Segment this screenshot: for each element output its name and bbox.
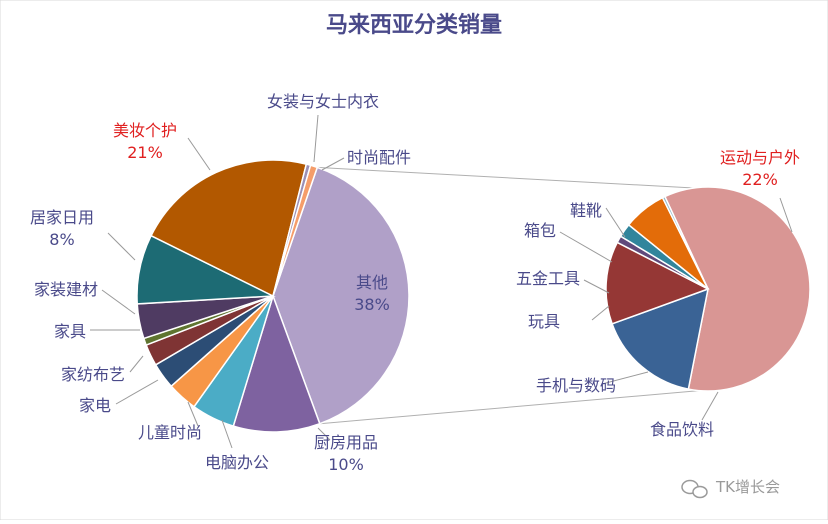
main-label-11: 时尚配件 [347, 148, 411, 167]
detail-label-1: 食品饮料 [650, 420, 714, 439]
detail-label-0: 运动与户外 [720, 148, 800, 167]
main-pie [136, 159, 410, 433]
main-label-2: 电脑办公 [205, 453, 269, 472]
wechat-icon [681, 479, 708, 499]
detail-percent-0: 22% [742, 170, 778, 189]
main-percent-0: 38% [354, 295, 390, 314]
watermark-text: TK增长会 [715, 478, 780, 496]
connector-line-bottom [319, 390, 700, 425]
detail-slice-6 [661, 195, 709, 290]
main-percent-8: 8% [49, 230, 74, 249]
main-leader-1 [317, 427, 331, 441]
main-leader-7 [101, 289, 136, 315]
series-lines [317, 166, 700, 425]
main-slice-1 [232, 293, 321, 433]
main-slice-11 [272, 164, 319, 297]
main-leader-9 [187, 137, 211, 171]
watermark: TK增长会 [681, 478, 780, 499]
detail-label-5: 箱包 [524, 221, 556, 240]
detail-label-3: 玩具 [528, 312, 560, 331]
detail-label-6: 鞋靴 [570, 201, 602, 220]
detail-label-4: 五金工具 [516, 269, 580, 288]
detail-slice-1 [611, 287, 709, 390]
main-percent-1: 10% [328, 455, 364, 474]
detail-label-2: 手机与数码 [536, 376, 616, 395]
main-leader-5 [129, 355, 144, 373]
detail-leader-6 [605, 207, 626, 238]
detail-slice-0 [663, 186, 811, 392]
main-slice-9 [150, 159, 308, 298]
main-slice-0 [272, 166, 410, 425]
detail-slice-2 [605, 241, 710, 325]
leader-lines [90, 114, 793, 449]
main-leader-3 [187, 401, 199, 427]
main-percent-9: 21% [127, 143, 163, 162]
detail-leader-0 [779, 197, 793, 233]
main-label-9: 美妆个护 [113, 121, 177, 140]
main-label-8: 居家日用 [30, 208, 94, 227]
main-label-6: 家具 [54, 322, 86, 341]
main-label-7: 家装建材 [34, 280, 98, 299]
main-label-4: 家电 [79, 396, 111, 415]
main-leader-4 [115, 379, 159, 405]
main-label-0: 其他 [356, 273, 388, 292]
connector-line-top [317, 166, 694, 189]
detail-leader-4 [583, 279, 610, 294]
detail-pie [605, 186, 811, 392]
detail-leader-2 [601, 371, 649, 385]
chart-title: 马来西亚分类销量 [326, 13, 502, 38]
detail-leader-3 [591, 305, 610, 321]
main-leader-10 [313, 114, 319, 163]
detail-leader-1 [701, 391, 719, 421]
main-leader-11 [321, 157, 345, 171]
main-label-1: 厨房用品 [314, 433, 378, 452]
main-label-3: 儿童时尚 [138, 423, 202, 442]
main-leader-2 [221, 419, 233, 449]
detail-leader-5 [559, 231, 613, 263]
main-label-10: 女装与女士内衣 [267, 92, 379, 111]
main-label-5: 家纺布艺 [61, 365, 125, 384]
main-leader-8 [107, 232, 136, 261]
